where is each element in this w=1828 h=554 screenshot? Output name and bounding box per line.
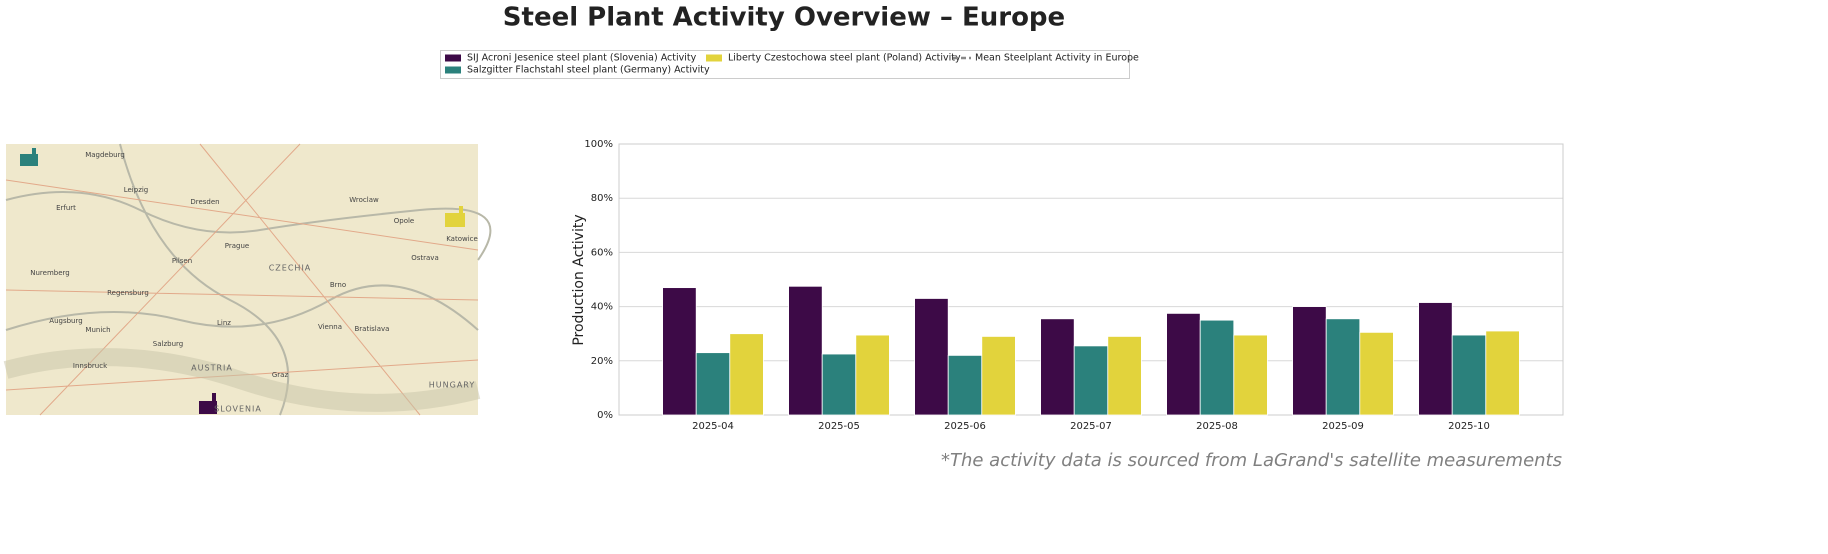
bar [981,336,1016,416]
map-label: Innsbruck [73,362,108,370]
legend-label: Salzgitter Flachstahl steel plant (Germa… [467,65,710,76]
bar [1359,331,1394,416]
legend-swatch [706,54,722,62]
terrain [3,348,481,412]
bar [788,285,823,416]
bar [1418,302,1453,416]
map-label: Erfurt [56,204,76,212]
legend-label: SIJ Acroni Jesenice steel plant (Sloveni… [467,53,697,64]
map-label: Katowice [446,235,478,243]
bar [855,334,890,416]
map-label: Leipzig [124,186,149,194]
map-label: Nuremberg [30,269,69,277]
bar [1040,318,1075,416]
bar [729,333,764,416]
map-label: AUSTRIA [191,364,233,373]
bar [1292,306,1327,416]
x-tick-label: 2025-06 [944,421,986,432]
footnote: *The activity data is sourced from LaGra… [941,450,1562,471]
road [5,143,479,416]
bar [1166,312,1201,416]
bar [914,298,949,416]
legend-swatch [445,66,461,74]
border [119,143,290,416]
map-label: Salzburg [153,340,183,348]
map-label: SLOVENIA [214,405,262,414]
x-tick-label: 2025-08 [1196,421,1238,432]
map-label: Ostrava [411,254,439,262]
map-label: Graz [272,371,289,379]
border [5,191,492,261]
bar [662,287,697,416]
chart-title: Steel Plant Activity Overview – Europe [503,3,1065,33]
map-label: Dresden [190,198,219,206]
map-label: CZECHIA [269,264,312,273]
map-label: Regensburg [107,289,149,297]
y-tick-label: 100% [584,139,613,150]
bar [1233,334,1268,416]
border [5,284,479,331]
legend-label: Mean Steelplant Activity in Europe [975,53,1139,64]
x-tick-label: 2025-09 [1322,421,1364,432]
bar [1199,319,1235,416]
plant-icon [445,206,465,227]
legend-label: Liberty Czestochowa steel plant (Poland)… [728,53,961,64]
y-axis-label: Production Activity [571,214,587,345]
map-label: Bratislava [355,325,390,333]
legend-swatch [445,54,461,62]
bar [1451,334,1487,416]
map-label: Augsburg [49,317,82,325]
x-tick-label: 2025-05 [818,421,860,432]
bar [1073,345,1109,416]
bar [1485,330,1520,416]
map-label: Vienna [318,323,342,331]
map-label: Prague [225,242,249,250]
map-background [6,144,478,415]
plant-icon [20,148,38,166]
x-tick-label: 2025-04 [692,421,734,432]
bar [821,353,857,416]
map-label: Opole [394,217,415,225]
map-label: Munich [85,326,110,334]
y-tick-label: 20% [591,356,613,367]
map [3,143,492,416]
x-tick-label: 2025-07 [1070,421,1112,432]
y-tick-label: 60% [591,247,613,258]
map-label: HUNGARY [429,381,475,390]
map-label: Magdeburg [85,151,125,159]
map-label: Brno [330,281,346,289]
legend-box [440,50,1130,79]
map-label: Pilsen [172,257,192,265]
bar [947,354,983,416]
bar [695,352,731,416]
y-tick-label: 40% [591,302,613,313]
bar [1107,336,1142,416]
y-tick-label: 0% [597,410,613,421]
bar [1325,318,1361,416]
y-tick-label: 80% [591,193,613,204]
x-tick-label: 2025-10 [1448,421,1490,432]
map-label: Wroclaw [349,196,379,204]
plant-icon [199,393,217,414]
map-label: Linz [217,319,231,327]
